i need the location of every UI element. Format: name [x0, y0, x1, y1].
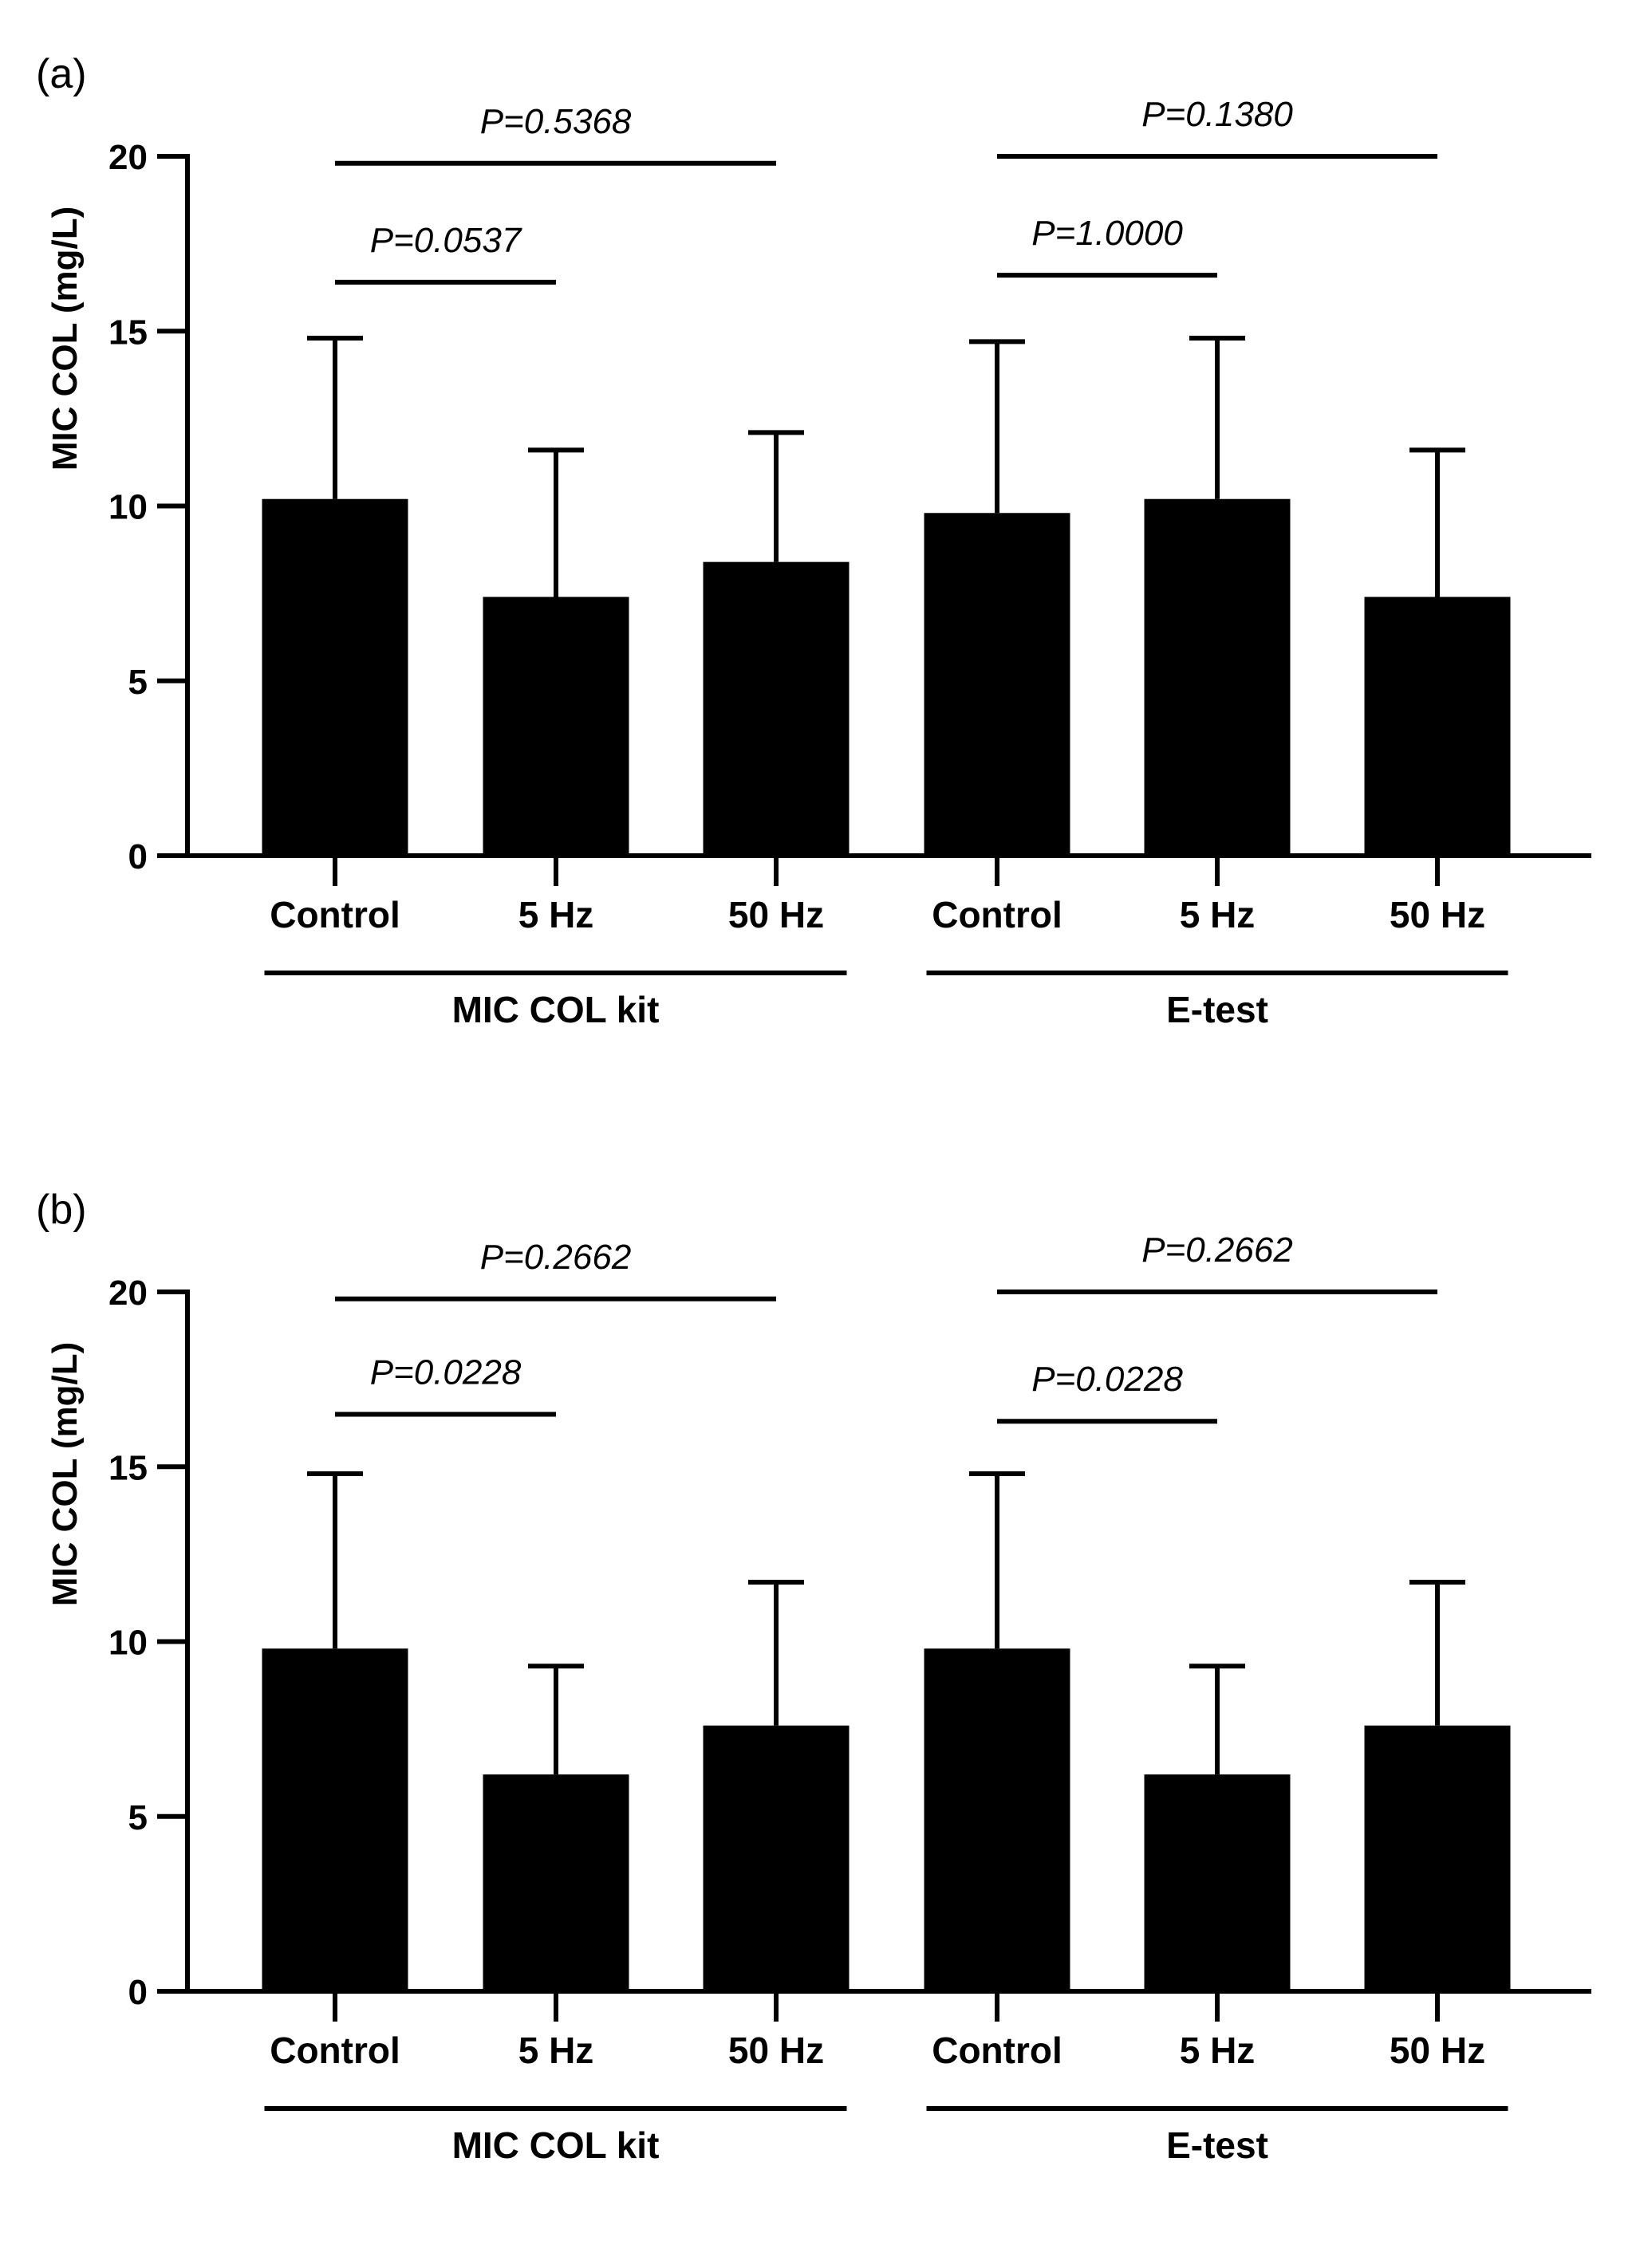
- bar: [924, 1648, 1070, 1991]
- category-label: 5 Hz: [1180, 894, 1256, 935]
- category-label: Control: [932, 2030, 1062, 2071]
- p-value-label: P=0.0228: [370, 1353, 522, 1392]
- category-label: Control: [932, 894, 1062, 935]
- bar: [262, 1648, 408, 1991]
- category-label: 50 Hz: [1390, 2030, 1485, 2071]
- y-tick-label: 5: [128, 1798, 148, 1837]
- y-tick-label: 0: [128, 837, 148, 876]
- y-tick-label: 20: [108, 1274, 148, 1313]
- group-label: E-test: [1166, 2124, 1268, 2166]
- bar-chart-a: (a) MIC COL (mg/L) 0 5 10 15 20 Control 5 Hz 50 H…: [36, 51, 1591, 1030]
- p-value-label: P=0.2662: [480, 1238, 632, 1277]
- y-axis-label: MIC COL (mg/L): [45, 1342, 85, 1607]
- bar: [483, 597, 629, 856]
- bar: [703, 1725, 850, 1991]
- category-label: 5 Hz: [1180, 2030, 1256, 2071]
- category-label: 5 Hz: [518, 2030, 594, 2071]
- group-label: E-test: [1166, 989, 1268, 1030]
- group-label: MIC COL kit: [452, 2124, 660, 2166]
- y-tick-label: 0: [128, 1973, 148, 2012]
- category-label: 50 Hz: [728, 894, 824, 935]
- category-label: Control: [270, 894, 400, 935]
- p-value-label: P=0.1380: [1141, 95, 1293, 134]
- p-value-label: P=0.0537: [370, 221, 522, 260]
- bar: [703, 561, 850, 856]
- chart-panel-b: (b) MIC COL (mg/L) 0 5 10 15 20 Control 5 Hz 50 H…: [0, 1136, 1640, 2268]
- bar: [483, 1774, 629, 1991]
- p-value-label: P=0.0228: [1031, 1360, 1183, 1399]
- group-label: MIC COL kit: [452, 989, 660, 1030]
- bar: [1364, 1725, 1511, 1991]
- category-label: 5 Hz: [518, 894, 594, 935]
- p-value-label: P=0.2662: [1141, 1230, 1293, 1270]
- y-tick-label: 10: [108, 1624, 148, 1663]
- category-label: 50 Hz: [1390, 894, 1485, 935]
- bar: [1364, 597, 1511, 856]
- y-tick-label: 20: [108, 138, 148, 177]
- y-tick-label: 5: [128, 663, 148, 702]
- bar: [1144, 498, 1291, 856]
- p-value-label: P=0.5368: [480, 102, 632, 141]
- bar: [1144, 1774, 1291, 1991]
- y-tick-label: 10: [108, 488, 148, 527]
- p-value-label: P=1.0000: [1031, 214, 1183, 253]
- y-tick-label: 15: [108, 1448, 148, 1487]
- y-axis-label: MIC COL (mg/L): [45, 207, 85, 471]
- y-tick-label: 15: [108, 313, 148, 352]
- chart-panel-a: (a) MIC COL (mg/L) 0 5 10 15 20 Control 5 Hz 50 H…: [0, 0, 1640, 1132]
- category-label: Control: [270, 2030, 400, 2071]
- bar: [262, 498, 408, 856]
- category-label: 50 Hz: [728, 2030, 824, 2071]
- bar-chart-b: (b) MIC COL (mg/L) 0 5 10 15 20 Control 5 Hz 50 H…: [36, 1187, 1591, 2166]
- panel-label: (b): [36, 1187, 87, 1233]
- panel-label: (a): [36, 51, 87, 97]
- bar: [924, 513, 1070, 856]
